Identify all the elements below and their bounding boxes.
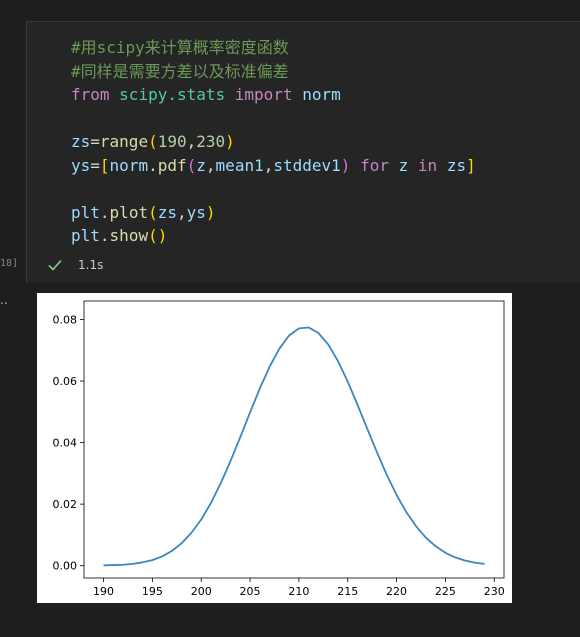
code-token: , bbox=[205, 155, 216, 175]
y-tick-label: 0.06 bbox=[53, 375, 78, 388]
x-tick-label: 220 bbox=[386, 585, 407, 598]
output-plot: 190 195 200 205 210 215 220 225 230 0.00 0.02 0.04 0… bbox=[37, 293, 512, 603]
x-tick-label: 195 bbox=[142, 585, 163, 598]
code-token: 190 bbox=[157, 132, 187, 151]
code-token: = bbox=[90, 155, 100, 175]
code-token bbox=[293, 85, 303, 104]
code-token: 230 bbox=[196, 132, 226, 151]
code-line: #同样是需要方差以及标准偏差 bbox=[71, 60, 476, 84]
x-tick-label: 200 bbox=[191, 585, 212, 598]
code-token: ys bbox=[186, 202, 206, 222]
code-token bbox=[350, 156, 360, 175]
line-chart: 190 195 200 205 210 215 220 225 230 0.00 0.02 0.04 0… bbox=[53, 300, 505, 598]
code-token: stddev1 bbox=[273, 155, 341, 175]
code-token: show bbox=[109, 226, 149, 245]
code-token: plot bbox=[109, 202, 149, 222]
code-token: z bbox=[398, 155, 409, 175]
code-token: ] bbox=[466, 155, 476, 175]
code-cell[interactable]: #用scipy来计算概率密度函数 #同样是需要方差以及标准偏差 from scipy… bbox=[26, 21, 580, 283]
code-token bbox=[389, 156, 399, 175]
code-token: ) bbox=[225, 132, 235, 151]
code-token: zs bbox=[71, 132, 91, 151]
x-tick-label: 205 bbox=[240, 585, 261, 598]
code-token bbox=[408, 156, 418, 175]
code-token bbox=[225, 85, 235, 104]
code-token: [ bbox=[99, 155, 110, 175]
code-token: #同样是需要方差以及标准偏差 bbox=[71, 61, 289, 81]
execution-time: 1.1s bbox=[78, 258, 104, 272]
code-token: , bbox=[176, 202, 187, 222]
output-prompt: .. bbox=[0, 293, 8, 307]
code-token: , bbox=[186, 132, 197, 151]
code-token: = bbox=[90, 132, 100, 151]
code-token: () bbox=[148, 226, 168, 245]
code-token: . bbox=[99, 226, 110, 245]
code-token bbox=[110, 85, 120, 104]
code-token: , bbox=[263, 155, 274, 175]
execution-count: 18] bbox=[0, 258, 19, 269]
code-token: zs bbox=[446, 155, 467, 175]
plot-frame bbox=[83, 300, 505, 579]
code-token: . bbox=[99, 202, 110, 222]
code-token: ( bbox=[186, 155, 197, 175]
y-tick-label: 0.02 bbox=[53, 498, 78, 511]
x-tick-label: 230 bbox=[484, 585, 505, 598]
y-tick-label: 0.00 bbox=[53, 560, 78, 573]
code-token: import bbox=[234, 85, 293, 104]
x-tick-label: 225 bbox=[435, 585, 456, 598]
x-tick-label: 210 bbox=[288, 585, 309, 598]
code-line: zs=range(190,230) bbox=[71, 130, 476, 154]
code-token: ( bbox=[148, 202, 158, 222]
code-token: in bbox=[417, 155, 438, 175]
code-token: mean1 bbox=[215, 155, 264, 175]
code-token: from bbox=[71, 85, 110, 104]
code-token: ) bbox=[340, 155, 351, 175]
series-line bbox=[103, 326, 485, 567]
code-token: norm bbox=[302, 85, 341, 104]
code-line: plt.show() bbox=[71, 224, 476, 248]
cell-status: 1.1s bbox=[48, 258, 103, 272]
y-tick-label: 0.04 bbox=[53, 437, 78, 450]
code-token: for bbox=[360, 155, 389, 175]
code-token: scipy.stats bbox=[119, 85, 226, 104]
y-tick-label: 0.08 bbox=[53, 313, 78, 326]
code-token: pdf bbox=[157, 155, 187, 175]
code-token: zs bbox=[157, 202, 177, 222]
code-token: ( bbox=[148, 132, 158, 151]
code-line bbox=[71, 107, 476, 131]
code-editor[interactable]: #用scipy来计算概率密度函数 #同样是需要方差以及标准偏差 from scipy… bbox=[71, 36, 476, 248]
x-tick-label: 190 bbox=[93, 585, 114, 598]
code-token: plt bbox=[71, 226, 100, 245]
code-line: #用scipy来计算概率密度函数 bbox=[71, 36, 476, 60]
code-token: z bbox=[196, 155, 206, 175]
code-line: plt.plot(zs,ys) bbox=[71, 201, 476, 225]
code-token: range bbox=[99, 132, 149, 151]
code-token: plt bbox=[71, 202, 100, 222]
x-tick-label: 215 bbox=[337, 585, 358, 598]
code-token: norm bbox=[109, 155, 149, 175]
code-line: ys=[norm.pdf(z,mean1,stddev1) for z in z… bbox=[71, 154, 476, 178]
code-token: #用scipy来计算概率密度函数 bbox=[71, 38, 289, 57]
code-line: from scipy.stats import norm bbox=[71, 83, 476, 107]
code-token: . bbox=[148, 155, 158, 175]
code-token bbox=[437, 156, 447, 175]
code-token: ) bbox=[205, 202, 216, 222]
check-icon bbox=[48, 259, 62, 271]
code-token: ys bbox=[71, 155, 91, 175]
code-line bbox=[71, 177, 476, 201]
